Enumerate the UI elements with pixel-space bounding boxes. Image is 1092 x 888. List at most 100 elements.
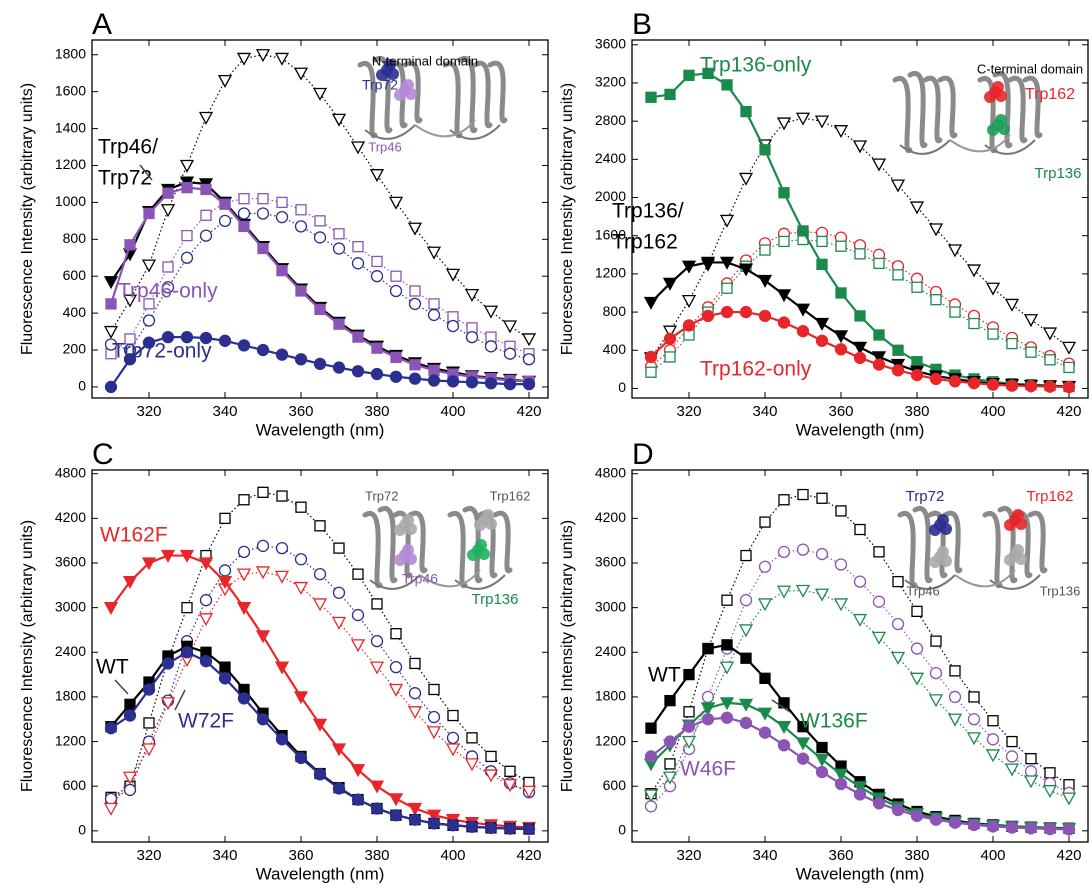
marker	[141, 259, 157, 273]
marker	[408, 813, 422, 826]
marker	[332, 242, 346, 255]
marker	[428, 683, 440, 696]
marker	[350, 141, 366, 155]
marker	[276, 490, 288, 502]
marker	[180, 251, 194, 264]
x-tick-label: 400	[980, 847, 1005, 864]
marker	[179, 549, 195, 563]
marker	[180, 646, 194, 659]
marker	[351, 608, 365, 622]
series-label: Trp136/	[612, 200, 684, 223]
marker	[122, 575, 138, 589]
marker	[370, 634, 384, 648]
ribbon	[472, 60, 493, 129]
y-tick-label: 0	[78, 822, 86, 838]
residue	[467, 549, 479, 561]
marker	[219, 661, 231, 673]
marker	[759, 244, 771, 256]
y-tick-label: 2400	[595, 643, 626, 659]
marker	[892, 344, 904, 356]
marker	[464, 758, 480, 772]
ribbon	[922, 75, 943, 144]
y-tick-label: 1800	[595, 688, 626, 704]
y-tick-label: 0	[618, 822, 626, 838]
marker	[294, 220, 308, 233]
marker	[198, 613, 214, 627]
y-tick-label: 3000	[595, 598, 626, 614]
marker	[662, 277, 678, 291]
marker	[123, 353, 137, 366]
marker	[331, 113, 347, 127]
loop	[899, 139, 951, 155]
marker	[103, 276, 119, 290]
marker	[389, 284, 403, 298]
residue	[394, 524, 406, 536]
marker	[408, 297, 422, 311]
y-tick-label: 3000	[55, 598, 86, 614]
marker	[350, 639, 366, 653]
plot-frame	[631, 39, 1089, 399]
marker	[1043, 822, 1057, 836]
marker	[389, 661, 403, 674]
marker	[141, 743, 157, 757]
marker	[966, 732, 982, 746]
residue	[402, 79, 414, 91]
y-tick-label: 4800	[55, 464, 86, 480]
marker	[388, 793, 404, 807]
marker	[351, 793, 365, 806]
marker	[295, 204, 307, 216]
marker	[928, 694, 944, 708]
marker	[446, 819, 460, 832]
marker	[757, 274, 773, 288]
marker	[333, 542, 345, 554]
marker	[389, 370, 403, 383]
series-label: Trp136-only	[700, 54, 812, 77]
marker	[795, 112, 811, 126]
marker	[314, 303, 326, 316]
marker	[371, 255, 383, 268]
marker	[293, 691, 309, 705]
marker	[428, 298, 440, 310]
marker	[332, 361, 346, 374]
marker	[1044, 767, 1056, 779]
marker	[777, 316, 791, 329]
marker	[683, 706, 695, 718]
marker	[987, 328, 999, 340]
pointer-arrow	[139, 164, 153, 181]
marker	[948, 816, 962, 829]
y-tick-label: 0	[78, 378, 86, 394]
inset-label: Trp136	[472, 591, 519, 608]
marker	[217, 74, 233, 88]
marker	[143, 298, 155, 310]
marker	[871, 631, 887, 645]
series-label: Trp162	[612, 231, 678, 254]
marker	[721, 594, 733, 606]
marker	[816, 741, 828, 754]
marker	[483, 769, 499, 783]
marker	[664, 694, 676, 707]
inset-label: Trp46	[368, 139, 401, 154]
marker	[834, 343, 848, 356]
residue	[394, 554, 406, 566]
marker	[445, 743, 461, 757]
marker	[371, 598, 383, 610]
marker	[929, 372, 943, 386]
marker	[777, 545, 791, 558]
ribbon	[1022, 75, 1043, 139]
marker	[776, 585, 792, 599]
marker	[645, 722, 657, 734]
marker	[484, 377, 498, 390]
series-label: Trp162-only	[700, 358, 812, 381]
marker	[852, 613, 868, 627]
marker	[198, 111, 214, 125]
marker	[778, 235, 790, 248]
marker	[295, 501, 307, 513]
residue	[384, 59, 396, 71]
marker	[409, 657, 421, 670]
y-tick-label: 2800	[595, 112, 626, 128]
marker	[681, 260, 697, 274]
marker	[853, 351, 867, 365]
marker	[911, 605, 923, 618]
y-tick-label: 1800	[55, 688, 86, 704]
marker	[739, 716, 753, 730]
